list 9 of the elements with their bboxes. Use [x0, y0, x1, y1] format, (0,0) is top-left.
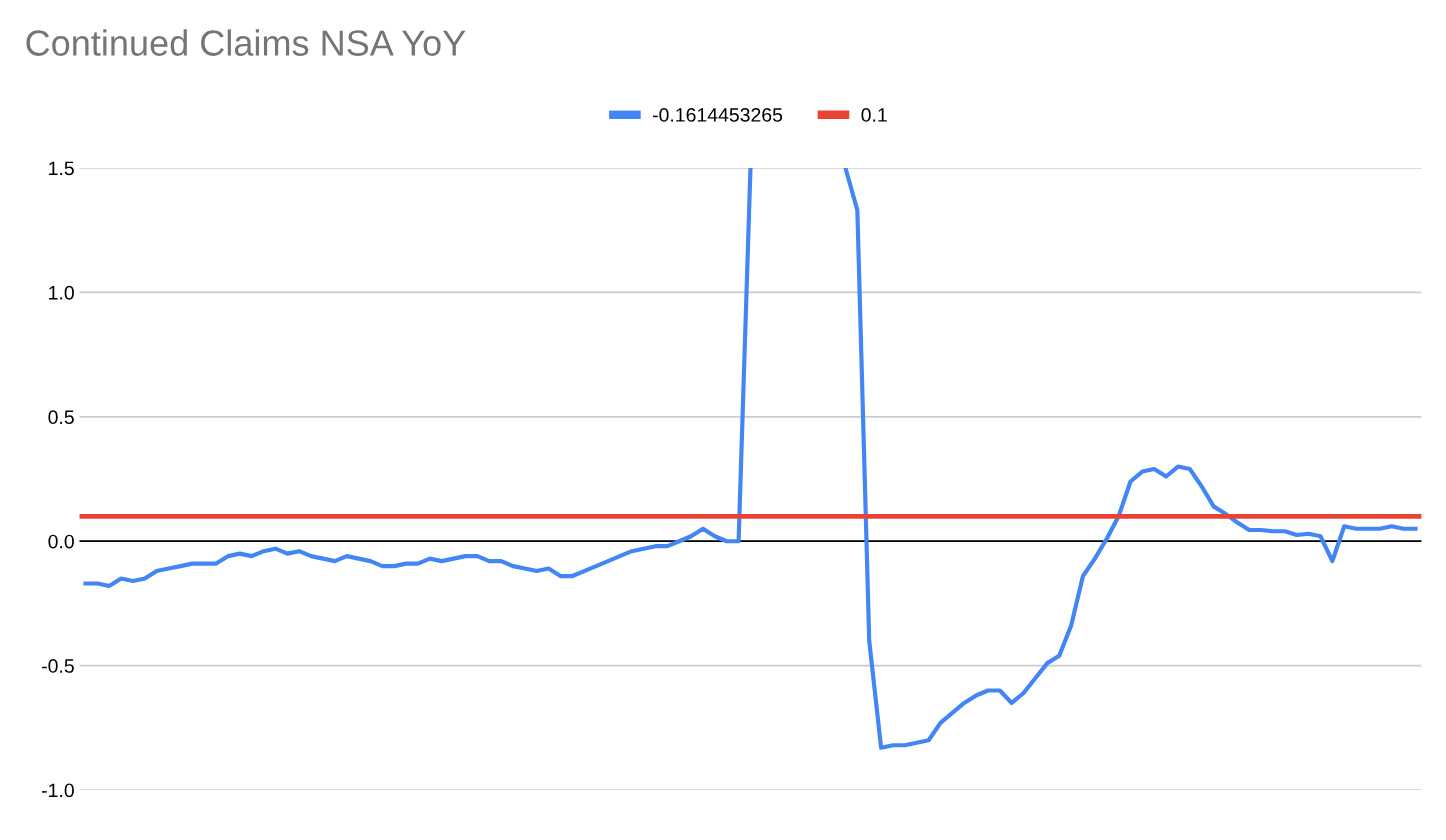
y-tick-label: -0.5	[42, 659, 74, 673]
y-tick-label: 1.0	[49, 285, 74, 300]
y-tick-label: -1.0	[42, 783, 74, 798]
chart-title: Continued Claims NSA YoY	[26, 29, 466, 56]
y-tick-label: 0.5	[48, 410, 74, 425]
legend-label: -0.1614453265	[652, 108, 783, 122]
y-tick-label: 1.5	[49, 161, 74, 176]
legend-label: 0.1	[861, 108, 887, 122]
y-tick-label: 0.0	[48, 534, 74, 549]
